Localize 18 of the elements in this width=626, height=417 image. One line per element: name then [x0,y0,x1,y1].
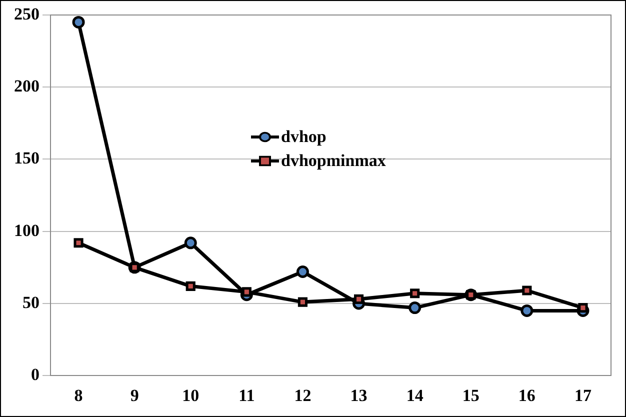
y-tick-label: 250 [14,4,40,24]
y-tick-label: 0 [31,364,40,384]
x-tick-label: 13 [350,386,368,406]
x-tick-label: 14 [406,386,424,406]
x-tick-label: 12 [294,386,312,406]
x-tick-label: 16 [518,386,536,406]
y-tick-label: 100 [14,220,40,240]
x-tick-label: 9 [130,386,139,406]
legend-label: dvhopminmax [281,151,386,171]
x-tick-label: 15 [462,386,480,406]
x-tick-label: 11 [238,386,255,406]
x-tick-label: 17 [574,386,592,406]
y-tick-label: 150 [14,148,40,168]
y-tick-label: 50 [22,292,40,312]
y-tick-label: 200 [14,76,40,96]
legend-label: dvhop [281,127,326,147]
x-tick-label: 8 [74,386,83,406]
x-tick-label: 10 [182,386,200,406]
